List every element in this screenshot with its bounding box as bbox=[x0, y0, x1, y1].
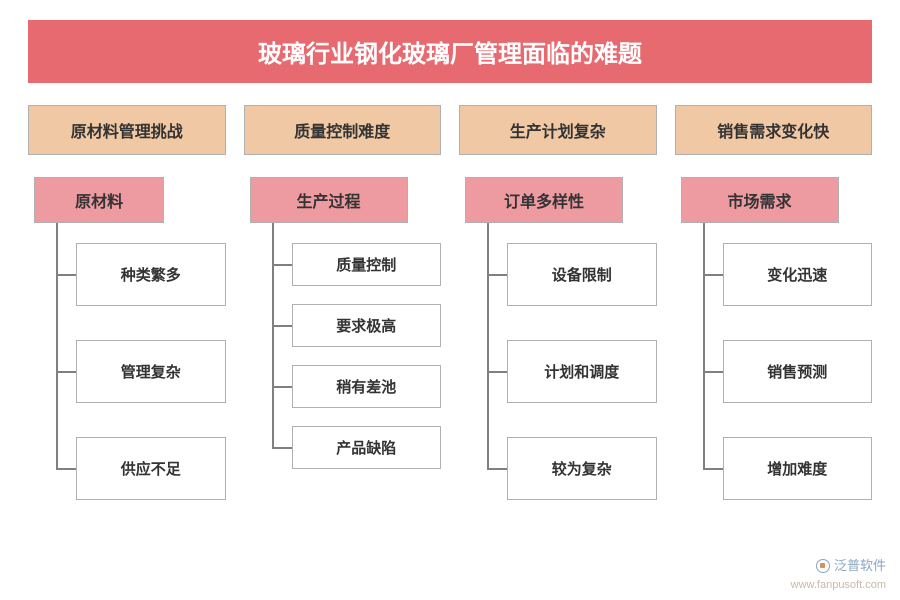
branch-connector bbox=[703, 468, 723, 470]
leaf-box: 稍有差池 bbox=[292, 365, 442, 408]
leaf-row: 计划和调度 bbox=[487, 340, 657, 403]
leaf-box: 种类繁多 bbox=[76, 243, 226, 306]
leaf-box: 增加难度 bbox=[723, 437, 873, 500]
column-1: 质量控制难度生产过程质量控制要求极高稍有差池产品缺陷 bbox=[244, 105, 442, 500]
leaf-row: 较为复杂 bbox=[487, 437, 657, 500]
leaf-box: 产品缺陷 bbox=[292, 426, 442, 469]
leaf-box: 要求极高 bbox=[292, 304, 442, 347]
branch-connector bbox=[272, 386, 292, 388]
leaf-row: 质量控制 bbox=[272, 243, 442, 286]
category-box: 销售需求变化快 bbox=[675, 105, 873, 155]
fanpu-logo-icon bbox=[816, 559, 830, 573]
leaf-box: 计划和调度 bbox=[507, 340, 657, 403]
branch-connector bbox=[56, 468, 76, 470]
leaf-row: 销售预测 bbox=[703, 340, 873, 403]
branch-connector bbox=[272, 325, 292, 327]
branch-connector bbox=[56, 274, 76, 276]
tree: 质量控制要求极高稍有差池产品缺陷 bbox=[244, 223, 442, 469]
column-3: 销售需求变化快市场需求变化迅速销售预测增加难度 bbox=[675, 105, 873, 500]
branch-connector bbox=[272, 447, 292, 449]
leaf-box: 变化迅速 bbox=[723, 243, 873, 306]
leaf-box: 较为复杂 bbox=[507, 437, 657, 500]
columns-container: 原材料管理挑战原材料种类繁多管理复杂供应不足质量控制难度生产过程质量控制要求极高… bbox=[28, 105, 872, 500]
watermark-url: www.fanpusoft.com bbox=[791, 579, 886, 591]
subcategory-box: 订单多样性 bbox=[465, 177, 623, 223]
category-box: 原材料管理挑战 bbox=[28, 105, 226, 155]
branch-connector bbox=[487, 371, 507, 373]
watermark-brand: 泛普软件 bbox=[834, 558, 886, 575]
leaf-row: 稍有差池 bbox=[272, 365, 442, 408]
tree: 设备限制计划和调度较为复杂 bbox=[459, 223, 657, 500]
watermark-logo: 泛普软件 bbox=[816, 558, 886, 575]
branch-connector bbox=[487, 274, 507, 276]
branch-connector bbox=[272, 264, 292, 266]
column-2: 生产计划复杂订单多样性设备限制计划和调度较为复杂 bbox=[459, 105, 657, 500]
branch-connector bbox=[703, 371, 723, 373]
leaf-row: 设备限制 bbox=[487, 243, 657, 306]
leaf-row: 增加难度 bbox=[703, 437, 873, 500]
leaf-row: 变化迅速 bbox=[703, 243, 873, 306]
leaf-row: 产品缺陷 bbox=[272, 426, 442, 469]
watermark: 泛普软件 www.fanpusoft.com bbox=[791, 558, 886, 592]
branch-connector bbox=[703, 274, 723, 276]
subcategory-box: 原材料 bbox=[34, 177, 164, 223]
tree: 种类繁多管理复杂供应不足 bbox=[28, 223, 226, 500]
subcategory-box: 生产过程 bbox=[250, 177, 408, 223]
subcategory-box: 市场需求 bbox=[681, 177, 839, 223]
leaf-row: 种类繁多 bbox=[56, 243, 226, 306]
leaf-box: 销售预测 bbox=[723, 340, 873, 403]
leaf-row: 供应不足 bbox=[56, 437, 226, 500]
leaf-box: 供应不足 bbox=[76, 437, 226, 500]
tree: 变化迅速销售预测增加难度 bbox=[675, 223, 873, 500]
branch-connector bbox=[56, 371, 76, 373]
leaf-box: 设备限制 bbox=[507, 243, 657, 306]
column-0: 原材料管理挑战原材料种类繁多管理复杂供应不足 bbox=[28, 105, 226, 500]
leaf-box: 管理复杂 bbox=[76, 340, 226, 403]
branch-connector bbox=[487, 468, 507, 470]
diagram-title: 玻璃行业钢化玻璃厂管理面临的难题 bbox=[28, 20, 872, 83]
category-box: 生产计划复杂 bbox=[459, 105, 657, 155]
leaf-row: 要求极高 bbox=[272, 304, 442, 347]
leaf-box: 质量控制 bbox=[292, 243, 442, 286]
leaf-row: 管理复杂 bbox=[56, 340, 226, 403]
category-box: 质量控制难度 bbox=[244, 105, 442, 155]
